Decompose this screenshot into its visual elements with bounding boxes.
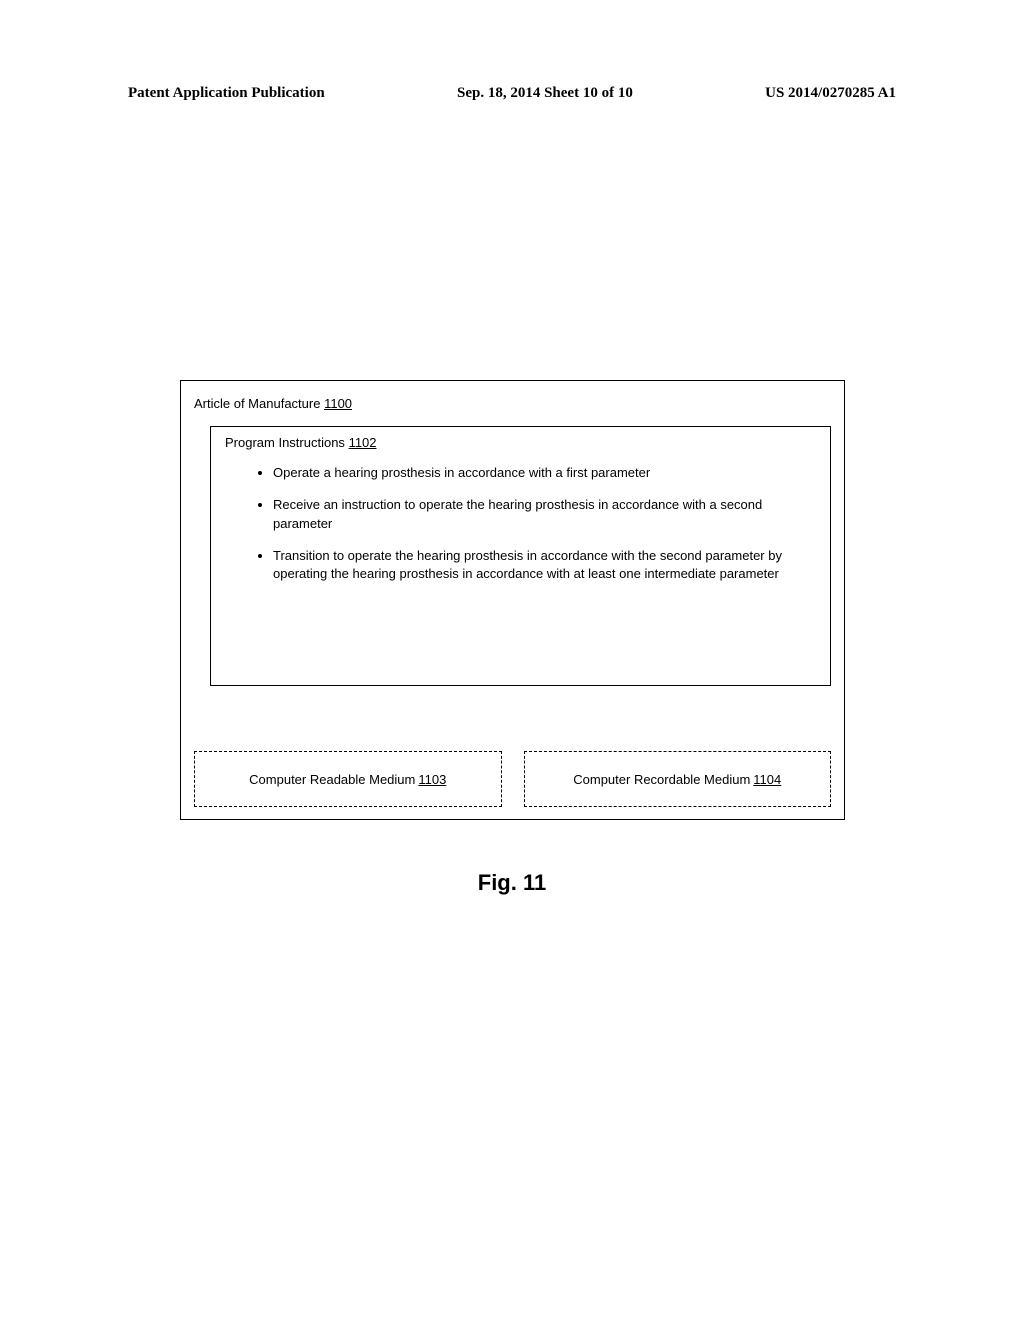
instructions-ref: 1102 [349,435,377,450]
recordable-medium-box: Computer Recordable Medium 1104 [524,751,832,807]
header-center: Sep. 18, 2014 Sheet 10 of 10 [457,85,633,102]
recordable-label: Computer Recordable Medium [573,772,750,787]
list-item: Operate a hearing prosthesis in accordan… [273,464,806,483]
article-title: Article of Manufacture 1100 [194,396,831,411]
article-box: Article of Manufacture 1100 Program Inst… [180,380,845,820]
instructions-title: Program Instructions 1102 [225,435,816,450]
article-label: Article of Manufacture [194,396,320,411]
readable-medium-box: Computer Readable Medium 1103 [194,751,502,807]
list-item: Transition to operate the hearing prosth… [273,547,806,585]
instructions-label: Program Instructions [225,435,345,450]
instructions-box: Program Instructions 1102 Operate a hear… [210,426,831,686]
recordable-ref: 1104 [753,772,781,787]
bullet-list: Operate a hearing prosthesis in accordan… [273,464,816,584]
readable-label: Computer Readable Medium [249,772,415,787]
readable-ref: 1103 [418,772,446,787]
article-ref: 1100 [324,396,352,411]
header-right: US 2014/0270285 A1 [765,85,896,102]
page-header: Patent Application Publication Sep. 18, … [128,85,896,102]
media-container: Computer Readable Medium 1103 Computer R… [194,751,831,807]
list-item: Receive an instruction to operate the he… [273,496,806,534]
figure-label: Fig. 11 [0,870,1024,896]
header-left: Patent Application Publication [128,85,325,102]
